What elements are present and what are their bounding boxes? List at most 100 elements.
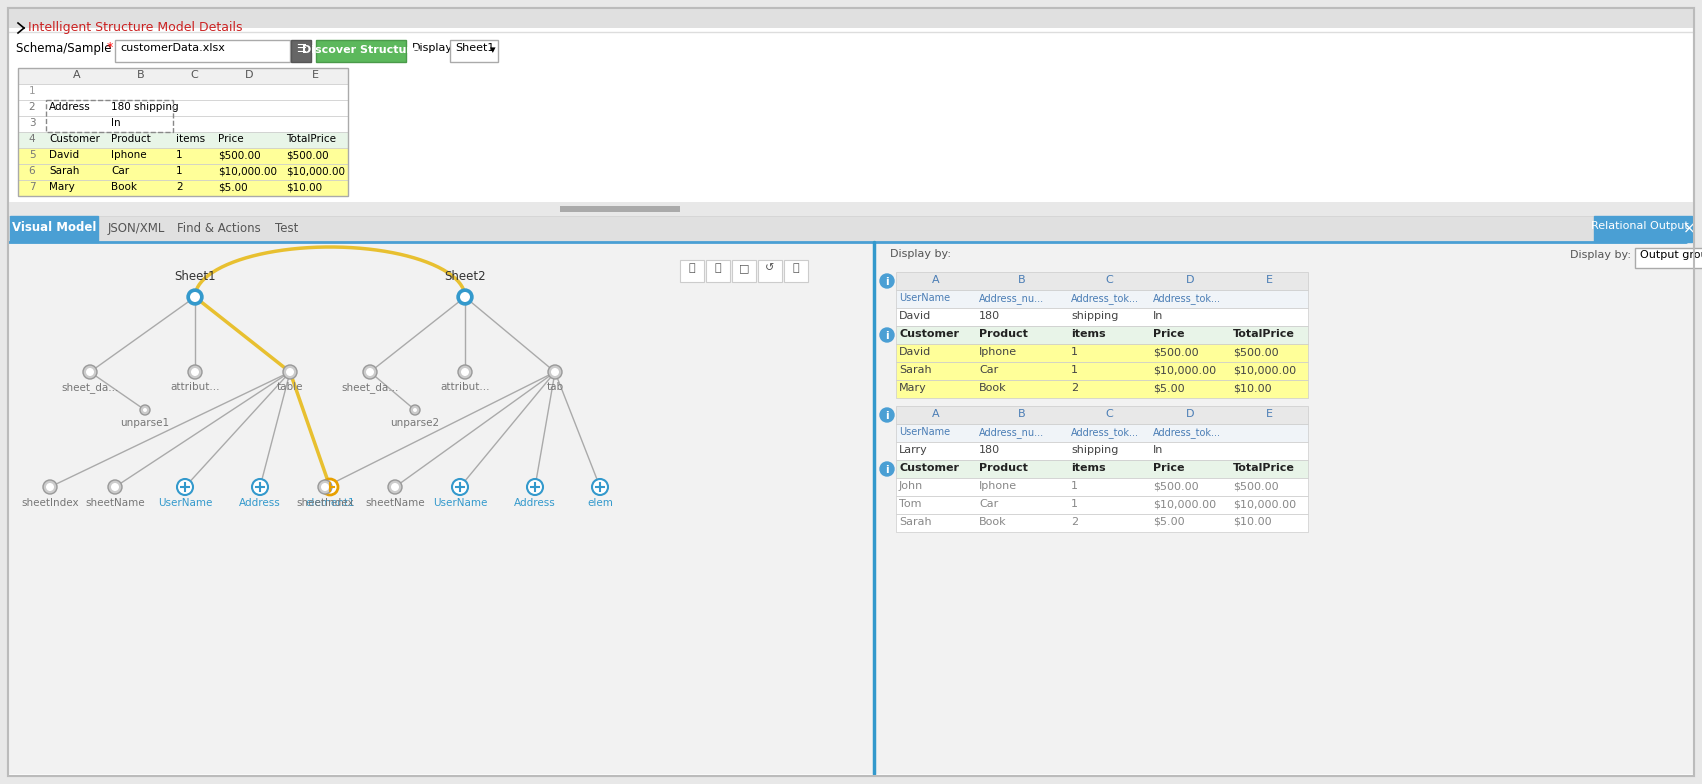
Text: Iphone: Iphone bbox=[979, 481, 1018, 491]
Circle shape bbox=[458, 365, 471, 379]
Text: 5: 5 bbox=[29, 150, 36, 160]
Text: 7: 7 bbox=[29, 182, 36, 192]
Circle shape bbox=[140, 405, 150, 415]
Bar bbox=[9, 202, 1693, 216]
Text: 1: 1 bbox=[1071, 481, 1077, 491]
Bar bbox=[895, 308, 1309, 326]
Text: sheetName: sheetName bbox=[85, 498, 145, 508]
Text: Mary: Mary bbox=[49, 182, 75, 192]
Text: Discover Structure: Discover Structure bbox=[303, 45, 420, 55]
Circle shape bbox=[322, 483, 328, 491]
Text: attribut...: attribut... bbox=[441, 382, 490, 392]
Bar bbox=[895, 362, 1309, 380]
Bar bbox=[895, 496, 1309, 514]
Text: Address_tok...: Address_tok... bbox=[1152, 293, 1220, 304]
Text: Display by:: Display by: bbox=[890, 249, 951, 259]
Text: C: C bbox=[1105, 275, 1113, 285]
Text: □: □ bbox=[739, 263, 749, 273]
Bar bbox=[19, 132, 347, 148]
Bar bbox=[19, 180, 347, 196]
Text: items: items bbox=[1071, 463, 1106, 473]
Text: Address_nu...: Address_nu... bbox=[979, 293, 1043, 304]
Text: ↺: ↺ bbox=[766, 263, 774, 273]
Bar bbox=[895, 380, 1309, 398]
Bar bbox=[9, 242, 1693, 774]
Text: E: E bbox=[1266, 409, 1273, 419]
Text: 1: 1 bbox=[1071, 347, 1077, 357]
Circle shape bbox=[83, 365, 97, 379]
Text: UserName: UserName bbox=[899, 293, 950, 303]
Text: Book: Book bbox=[979, 517, 1006, 527]
Bar bbox=[895, 442, 1309, 460]
Text: Address_tok...: Address_tok... bbox=[1152, 427, 1220, 438]
Text: *: * bbox=[107, 41, 114, 54]
Text: Product: Product bbox=[979, 463, 1028, 473]
Text: D: D bbox=[1186, 275, 1195, 285]
Circle shape bbox=[187, 289, 203, 305]
Text: customerData.xlsx: customerData.xlsx bbox=[121, 43, 225, 53]
Text: Mary: Mary bbox=[899, 383, 928, 393]
Bar bbox=[19, 164, 347, 180]
Text: $10,000.00: $10,000.00 bbox=[1232, 365, 1297, 375]
Circle shape bbox=[880, 408, 894, 422]
Text: 🔍: 🔍 bbox=[689, 263, 696, 273]
Text: John: John bbox=[899, 481, 922, 491]
Bar bbox=[895, 344, 1309, 362]
Text: $500.00: $500.00 bbox=[1152, 481, 1198, 491]
Bar bbox=[9, 8, 1693, 28]
Text: In: In bbox=[1152, 311, 1164, 321]
Circle shape bbox=[87, 368, 94, 376]
Text: 180: 180 bbox=[979, 311, 1001, 321]
Text: Address: Address bbox=[49, 102, 90, 112]
Text: C: C bbox=[191, 70, 197, 80]
Text: shipping: shipping bbox=[1071, 445, 1118, 455]
Bar bbox=[706, 260, 730, 282]
Circle shape bbox=[191, 292, 201, 302]
Text: Larry: Larry bbox=[899, 445, 928, 455]
Text: Product: Product bbox=[979, 329, 1028, 339]
Text: D: D bbox=[245, 70, 254, 80]
Text: ⬜: ⬜ bbox=[793, 263, 800, 273]
Text: D: D bbox=[1186, 409, 1195, 419]
Circle shape bbox=[592, 479, 608, 495]
Bar bbox=[19, 116, 347, 132]
Bar bbox=[10, 216, 99, 242]
Text: Sheet1: Sheet1 bbox=[174, 270, 216, 283]
Text: ×: × bbox=[1683, 221, 1695, 236]
Circle shape bbox=[286, 368, 294, 376]
Text: 4: 4 bbox=[29, 134, 36, 144]
Text: $10.00: $10.00 bbox=[286, 182, 322, 192]
Text: Iphone: Iphone bbox=[111, 150, 146, 160]
Text: Display by:: Display by: bbox=[1569, 250, 1631, 260]
Text: B: B bbox=[1018, 409, 1026, 419]
Bar bbox=[895, 514, 1309, 532]
Text: Iphone: Iphone bbox=[979, 347, 1018, 357]
Text: Visual Model: Visual Model bbox=[12, 221, 97, 234]
Text: Customer: Customer bbox=[899, 329, 958, 339]
Text: Address_tok...: Address_tok... bbox=[1071, 427, 1139, 438]
Text: i: i bbox=[885, 277, 888, 287]
Text: Price: Price bbox=[1152, 329, 1185, 339]
Text: $10,000.00: $10,000.00 bbox=[1152, 499, 1217, 509]
Bar bbox=[291, 40, 311, 62]
Circle shape bbox=[453, 479, 468, 495]
Bar bbox=[46, 100, 174, 132]
Text: TotalPrice: TotalPrice bbox=[286, 134, 335, 144]
Bar bbox=[895, 290, 1309, 308]
Bar bbox=[1636, 248, 1702, 268]
Text: 180: 180 bbox=[979, 445, 1001, 455]
Text: Car: Car bbox=[979, 499, 999, 509]
Text: Address: Address bbox=[238, 498, 281, 508]
Bar bbox=[19, 84, 347, 100]
Circle shape bbox=[191, 368, 199, 376]
Text: sheetIndex: sheetIndex bbox=[20, 498, 78, 508]
Circle shape bbox=[318, 480, 332, 494]
Circle shape bbox=[458, 289, 473, 305]
Bar bbox=[449, 40, 499, 62]
Text: 1: 1 bbox=[175, 166, 182, 176]
Text: Sarah: Sarah bbox=[899, 365, 931, 375]
Bar bbox=[560, 206, 681, 212]
Text: tab: tab bbox=[546, 382, 563, 392]
Bar bbox=[19, 148, 347, 164]
Bar bbox=[19, 68, 347, 84]
